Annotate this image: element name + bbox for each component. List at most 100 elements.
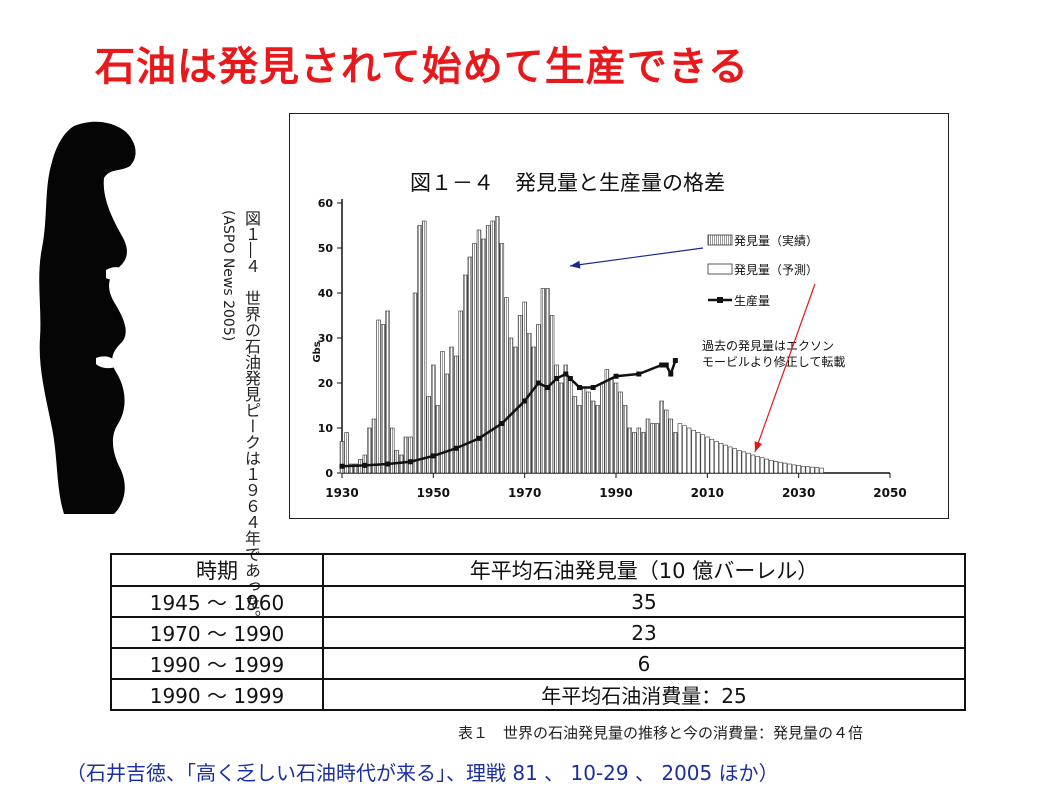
bar-discovery-actual <box>481 238 486 474</box>
bar-discovery-actual <box>417 225 422 474</box>
bar-discovery-actual <box>636 427 642 474</box>
production-point <box>453 445 459 451</box>
discovery-table: 時期 年平均石油発見量（10 億バーレル） 1945 〜 1960 35 197… <box>110 553 966 711</box>
y-tick-label: 30 <box>318 332 334 345</box>
bar-discovery-actual <box>499 243 505 474</box>
annotation-line-2: モービルより修正して転載 <box>702 354 845 369</box>
bar-discovery-forecast <box>778 461 783 474</box>
production-point <box>385 461 391 467</box>
x-tick-label: 2030 <box>782 486 815 500</box>
slide-title: 石油は発見されて始めて生産できる <box>95 44 749 90</box>
production-point <box>339 463 345 469</box>
production-point <box>430 453 436 459</box>
bar-discovery-actual <box>339 441 345 474</box>
bar-discovery-forecast <box>755 456 760 474</box>
bar-discovery-forecast <box>750 454 756 474</box>
bar-discovery-forecast <box>810 466 815 474</box>
table-cell-period: 1990 〜 1999 <box>110 647 324 680</box>
citation: （石井吉徳、「高く乏しい石油時代が来る」、理戦 81 、 10-29 、 200… <box>66 761 779 785</box>
production-point <box>668 371 674 377</box>
bar-discovery-forecast <box>796 465 801 474</box>
x-tick-label: 1930 <box>325 486 358 500</box>
bar-discovery-forecast <box>691 429 696 474</box>
bar-discovery-actual <box>444 373 450 474</box>
face-silhouette-icon <box>39 121 136 515</box>
side-note-text: 図１―４ 世界の石油発見ピークは１９６４年であった。 <box>242 210 261 626</box>
figure-side-note: 図１―４ 世界の石油発見ピークは１９６４年であった。 (ASPO News 20… <box>188 210 263 626</box>
bar-discovery-actual <box>440 351 445 474</box>
table-cell-period: 1970 〜 1990 <box>110 616 324 649</box>
table-header-row: 時期 年平均石油発見量（10 億バーレル） <box>110 553 966 587</box>
bar-discovery-actual <box>618 391 623 474</box>
bar-discovery-forecast <box>800 465 806 474</box>
bar-discovery-actual <box>476 229 482 474</box>
bar-discovery-actual <box>526 333 532 474</box>
bar-discovery-forecast <box>737 450 742 474</box>
bar-discovery-actual <box>344 432 349 474</box>
bar-discovery-actual <box>650 423 655 474</box>
bar-discovery-actual <box>558 382 564 474</box>
bar-discovery-actual <box>517 315 523 474</box>
bar-discovery-forecast <box>782 462 788 474</box>
production-point <box>613 373 619 379</box>
bar-discovery-actual <box>435 405 441 474</box>
bar-discovery-actual <box>412 292 418 474</box>
bar-discovery-actual <box>645 418 651 474</box>
y-tick-label: 50 <box>318 242 334 255</box>
legend-label-forecast: 発見量（予測） <box>734 263 818 277</box>
production-point <box>408 459 413 465</box>
table-row: 1990 〜 1999 年平均石油消費量：25 <box>110 678 966 711</box>
bar-discovery-actual <box>586 391 591 474</box>
production-point <box>545 385 550 390</box>
bar-discovery-actual <box>522 301 527 474</box>
bar-discovery-forecast <box>700 434 706 474</box>
bar-discovery-actual <box>595 405 600 474</box>
bar-discovery-forecast <box>686 427 692 474</box>
bar-discovery-forecast <box>746 452 751 474</box>
production-point <box>499 421 505 426</box>
production-point <box>567 376 573 381</box>
bar-discovery-actual <box>604 369 610 474</box>
bar-discovery-forecast <box>718 442 724 474</box>
bar-discovery-actual <box>431 364 436 474</box>
production-point <box>590 385 596 390</box>
bar-discovery-forecast <box>764 458 769 474</box>
bar-discovery-actual <box>572 396 578 474</box>
x-tick-label: 1990 <box>599 486 632 500</box>
bar-discovery-forecast <box>677 423 683 474</box>
bar-discovery-actual <box>540 288 546 474</box>
bar-discovery-actual <box>654 423 660 474</box>
bar-discovery-actual <box>581 387 587 474</box>
arrow-blue-head <box>570 260 581 269</box>
bar-discovery-actual <box>485 225 491 474</box>
bar-discovery-forecast <box>787 463 792 474</box>
bar-discovery-actual <box>613 382 619 474</box>
chart-frame: 図１－４ 発見量と生産量の格差 0 10 20 30 40 50 60 1930 1950 1970… <box>289 113 949 519</box>
bar-discovery-actual <box>577 405 582 474</box>
arrow-blue-shaft <box>569 247 704 267</box>
annotation-line-1: 過去の発見量はエクソン <box>702 339 834 353</box>
bar-discovery-actual <box>549 315 555 474</box>
side-note-source: (ASPO News 2005) <box>220 210 236 342</box>
bar-discovery-actual <box>380 324 386 474</box>
bar-discovery-actual <box>495 216 500 474</box>
production-point <box>659 362 665 368</box>
arrow-red-shaft <box>754 283 816 453</box>
bar-discovery-actual <box>403 436 409 474</box>
y-tick-label: 40 <box>318 287 334 300</box>
bar-discovery-actual <box>508 337 514 474</box>
x-tick-label: 2050 <box>873 486 906 500</box>
table-header-period: 時期 <box>110 553 324 587</box>
bar-discovery-forecast <box>741 451 747 474</box>
bar-discovery-actual <box>673 432 678 474</box>
bar-discovery-actual <box>641 432 646 474</box>
bar-discovery-actual <box>449 346 454 474</box>
table-cell-value: 23 <box>322 616 966 649</box>
bar-discovery-actual <box>385 310 390 474</box>
production-point <box>663 362 669 368</box>
bar-discovery-forecast <box>819 467 824 474</box>
table-cell-value: 35 <box>322 585 966 618</box>
bar-discovery-forecast <box>791 464 797 474</box>
arrow-red-head <box>754 441 763 452</box>
